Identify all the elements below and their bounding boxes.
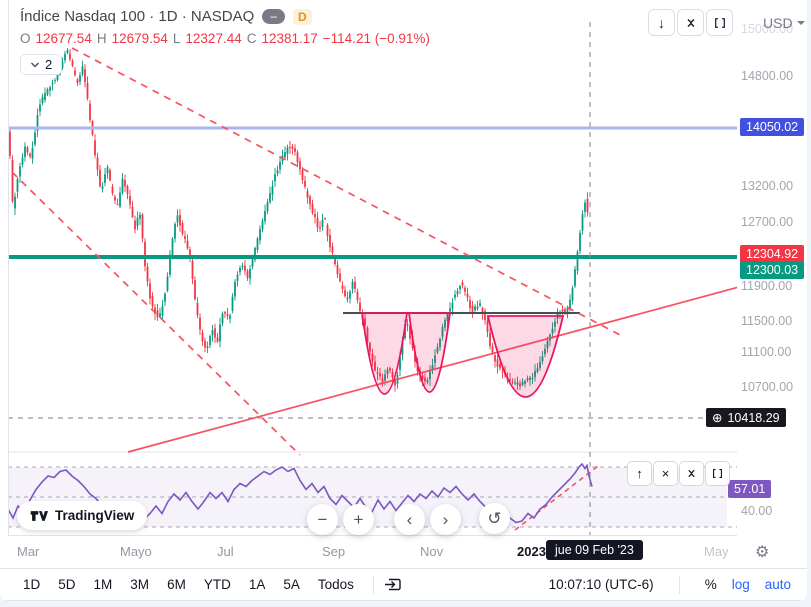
arrow-up-icon: ↑ [636,466,643,481]
plus-circle-icon[interactable]: ⊕ [712,411,723,425]
range-button-1a[interactable]: 1A [248,577,266,592]
plus-icon: + [353,509,364,529]
collapse-icon [688,469,695,478]
descending-trendline-dashed-2 [11,171,301,456]
fullscreen-button[interactable] [706,9,733,36]
range-button-1m[interactable]: 1M [93,577,113,592]
high-value: 12679.54 [111,31,168,46]
toolbar-divider [678,575,680,594]
close-pane-button[interactable]: × [653,461,678,486]
close-icon: × [661,466,670,481]
price-axis-label: 11900.00 [741,279,793,293]
range-button-5d[interactable]: 5D [58,577,76,592]
zoom-out-button[interactable]: − [307,504,338,535]
low-value: 12327.44 [185,31,242,46]
toolbar-divider [372,575,374,594]
pattern-cup-2 [407,312,452,393]
chart-legend: Índice Nasdaq 100 · 1D · NASDAQ – D O 126… [20,8,430,75]
price-axis-label: 13200.00 [741,179,794,193]
descending-trendline-dashed [71,47,623,337]
time-axis-label: Mayo [120,544,152,559]
range-button-3m[interactable]: 3M [130,577,150,592]
scroll-right-button[interactable]: › [430,504,461,535]
range-button-5a[interactable]: 5A [283,577,300,592]
percent-scale-button[interactable]: % [704,577,717,592]
price-axis-label: 15000.00 [741,22,794,36]
drawings-layer[interactable] [8,22,737,535]
maximize-pane-button[interactable] [705,461,730,486]
price-axis-label: 40.00 [741,504,773,518]
scroll-left-button[interactable]: ‹ [394,504,425,535]
pattern-cup-3 [486,315,565,398]
range-button-1d[interactable]: 1D [23,577,41,592]
crosshair-date-tooltip: jue 09 Feb '23 [546,540,643,560]
time-axis-label: Sep [322,544,346,559]
time-axis-label: Nov [420,544,444,559]
last-price-badge: 12304.92 [740,245,805,263]
open-value: 12677.54 [35,31,92,46]
chevron-right-icon: › [442,509,449,529]
collapse-pane-button[interactable] [677,9,704,36]
range-button-todos[interactable]: Todos [317,577,354,592]
settings-gear-icon[interactable]: ⚙ [755,544,770,561]
source-pill: – [262,9,285,24]
collapse-icon [687,18,694,27]
plot-left-border [8,0,9,568]
time-scale[interactable]: jue 09 Feb '23 Mar Mayo Jul Sep Nov 2023 May [8,535,737,569]
indicators-collapse-button[interactable]: 2 [20,54,63,75]
change-value: −114.21 (−0.91%) [322,31,430,46]
minus-icon: − [317,509,328,529]
rsi-value-badge: 57.01 [728,480,772,498]
session-clock[interactable]: 10:07:10 (UTC-6) [548,577,654,592]
hline-price-badge: 14050.02 [740,118,805,136]
range-button-ytd[interactable]: YTD [203,577,231,592]
log-scale-button[interactable]: log [731,577,750,592]
time-axis-label: Mar [17,544,40,559]
hline-price-badge: 12300.03 [740,261,805,279]
tradingview-logo[interactable]: TradingView [17,501,148,530]
currency-selector[interactable]: USD [763,15,805,31]
maximize-icon [713,469,722,478]
chevron-down-icon [30,61,40,68]
range-button-6m[interactable]: 6M [167,577,186,592]
tradingview-logo-icon [30,510,48,521]
price-axis-label: 11500.00 [741,314,793,328]
chevron-down-icon [796,20,805,25]
price-axis-label: 12700.00 [741,215,794,229]
price-scale[interactable]: 15000.00 14800.00 13200.00 12700.00 11900.00… [706,0,807,535]
collapse-pane-button-rsi[interactable] [679,461,704,486]
move-pane-up-button[interactable]: ↑ [627,461,652,486]
time-axis-label: Jul [217,544,234,559]
ohlc-values: O 12677.54 H 12679.54 L 12327.44 C 12381.17 … [20,31,430,46]
date-range-buttons: 1D 5D 1M 3M 6M YTD 1A 5A Todos [14,574,363,595]
rsi-pane-controls: ↑ × [627,461,730,486]
candles-series [9,48,589,392]
chevron-left-icon: ‹ [406,509,413,529]
go-to-date-icon [384,578,401,591]
go-to-date-button[interactable] [384,577,401,592]
time-axis-label: 2023 [517,544,546,559]
reset-chart-button[interactable]: ↺ [479,503,510,534]
crosshair-price-badge: ⊕ 10418.29 [706,408,786,427]
interval-pill: D [292,8,312,25]
close-value: 12381.17 [261,31,318,46]
price-chart[interactable] [8,0,737,535]
bottom-toolbar: 1D 5D 1M 3M 6M YTD 1A 5A Todos 10:07:10 (UTC-6) … [0,568,807,601]
pattern-cup-1 [360,312,409,395]
auto-scale-button[interactable]: auto [764,577,791,592]
ascending-trendline [127,286,737,453]
zoom-in-button[interactable]: + [343,504,374,535]
fullscreen-icon [714,17,725,28]
price-axis-label: 14800.00 [741,69,794,83]
price-axis-label: 11100.00 [741,345,792,359]
arrow-down-icon: ↓ [658,14,665,31]
price-axis-label: 10700.00 [741,380,794,394]
reset-icon: ↺ [487,508,502,528]
scroll-to-recent-button[interactable]: ↓ [648,9,675,36]
symbol-title[interactable]: Índice Nasdaq 100 · 1D · NASDAQ [20,8,255,25]
time-axis-label: May [704,544,729,559]
